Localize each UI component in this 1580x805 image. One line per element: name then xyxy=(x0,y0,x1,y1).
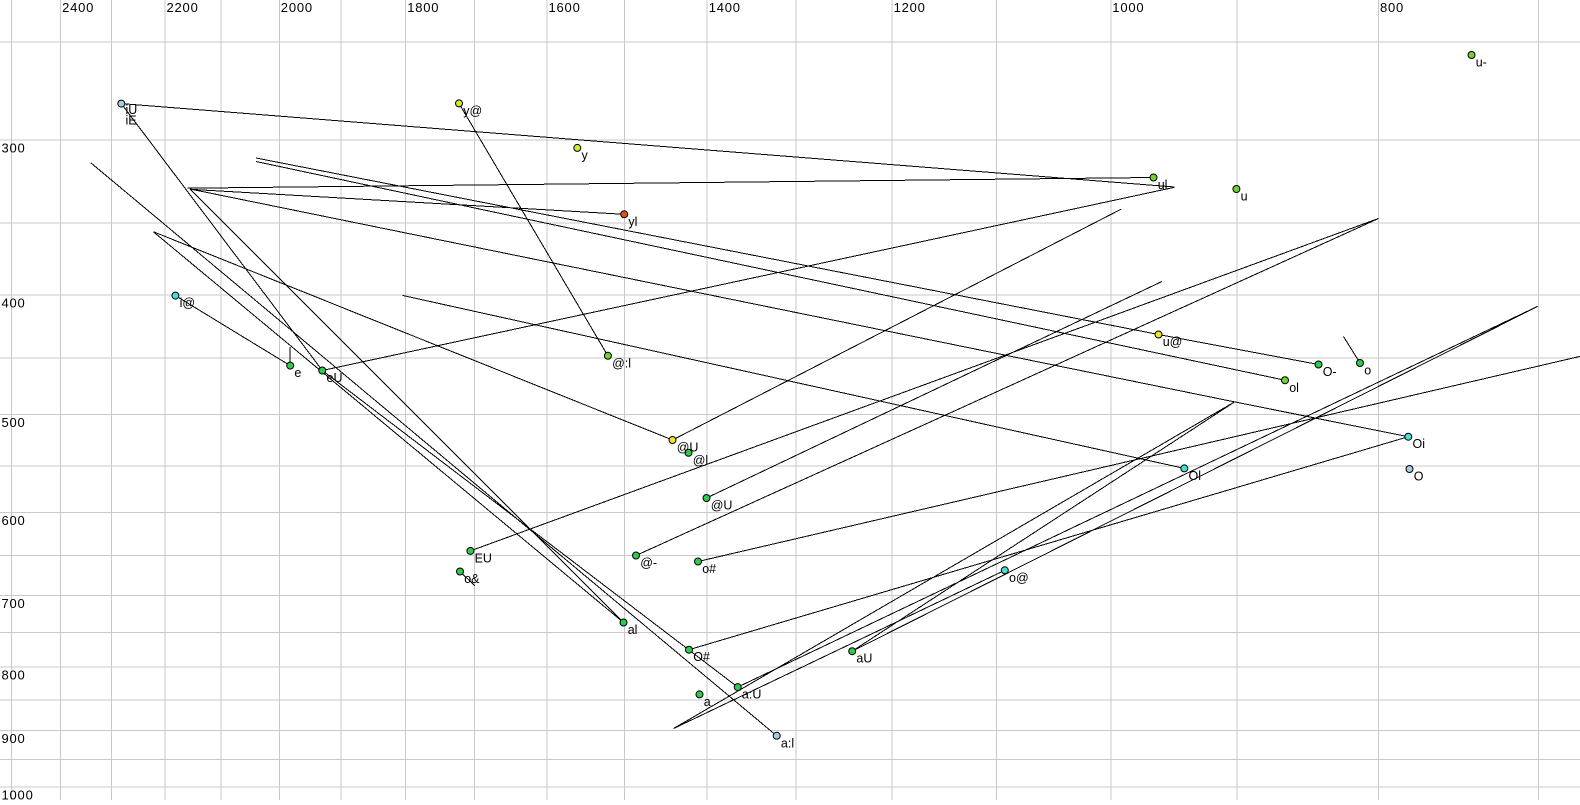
svg-text:1600: 1600 xyxy=(549,0,581,15)
svg-text:ol: ol xyxy=(1289,381,1299,395)
svg-text:700: 700 xyxy=(2,596,26,611)
svg-text:2400: 2400 xyxy=(62,0,94,15)
svg-text:EU: EU xyxy=(475,551,492,565)
svg-text:1000: 1000 xyxy=(1112,0,1144,15)
svg-text:y@: y@ xyxy=(463,104,482,118)
svg-text:Oi: Oi xyxy=(1413,437,1426,451)
svg-text:a:l: a:l xyxy=(781,736,794,750)
svg-text:400: 400 xyxy=(2,295,26,310)
svg-text:1800: 1800 xyxy=(407,0,439,15)
svg-text:iE: iE xyxy=(126,114,137,128)
svg-text:1000: 1000 xyxy=(2,788,34,800)
svg-text:y: y xyxy=(582,148,589,162)
svg-text:O#: O# xyxy=(693,650,710,664)
svg-text:1400: 1400 xyxy=(709,0,741,15)
svg-text:2000: 2000 xyxy=(281,0,313,15)
svg-text:e: e xyxy=(294,366,301,380)
svg-text:@U: @U xyxy=(677,441,699,455)
svg-text:o: o xyxy=(1364,364,1371,378)
svg-text:a:U: a:U xyxy=(742,688,761,702)
svg-text:800: 800 xyxy=(2,668,26,683)
svg-text:500: 500 xyxy=(2,415,26,430)
svg-text:900: 900 xyxy=(2,731,26,746)
svg-text:o&: o& xyxy=(464,572,480,586)
svg-text:300: 300 xyxy=(2,141,26,156)
svg-text:aU: aU xyxy=(856,652,872,666)
svg-text:@U: @U xyxy=(711,499,733,513)
svg-text:u@: u@ xyxy=(1163,335,1183,349)
svg-text:800: 800 xyxy=(1380,0,1404,15)
svg-text:O: O xyxy=(1414,470,1424,484)
svg-text:u: u xyxy=(1241,190,1248,204)
svg-text:al: al xyxy=(628,623,638,637)
svg-text:1200: 1200 xyxy=(894,0,926,15)
svg-text:2200: 2200 xyxy=(167,0,199,15)
svg-text:Ol: Ol xyxy=(1189,469,1202,483)
svg-text:ul: ul xyxy=(1158,178,1168,192)
svg-text:@:l: @:l xyxy=(612,356,631,370)
svg-text:eU: eU xyxy=(327,371,343,385)
svg-text:u-: u- xyxy=(1476,56,1487,70)
svg-text:iU: iU xyxy=(126,103,138,117)
svg-text:a: a xyxy=(704,695,711,709)
svg-text:i@: i@ xyxy=(180,296,195,310)
svg-text:@l: @l xyxy=(693,453,708,467)
svg-text:yl: yl xyxy=(628,215,637,229)
svg-text:o@: o@ xyxy=(1009,571,1029,585)
svg-text:o#: o# xyxy=(702,562,716,576)
svg-text:600: 600 xyxy=(2,513,26,528)
svg-text:O-: O- xyxy=(1323,365,1337,379)
svg-text:@-: @- xyxy=(640,556,657,570)
